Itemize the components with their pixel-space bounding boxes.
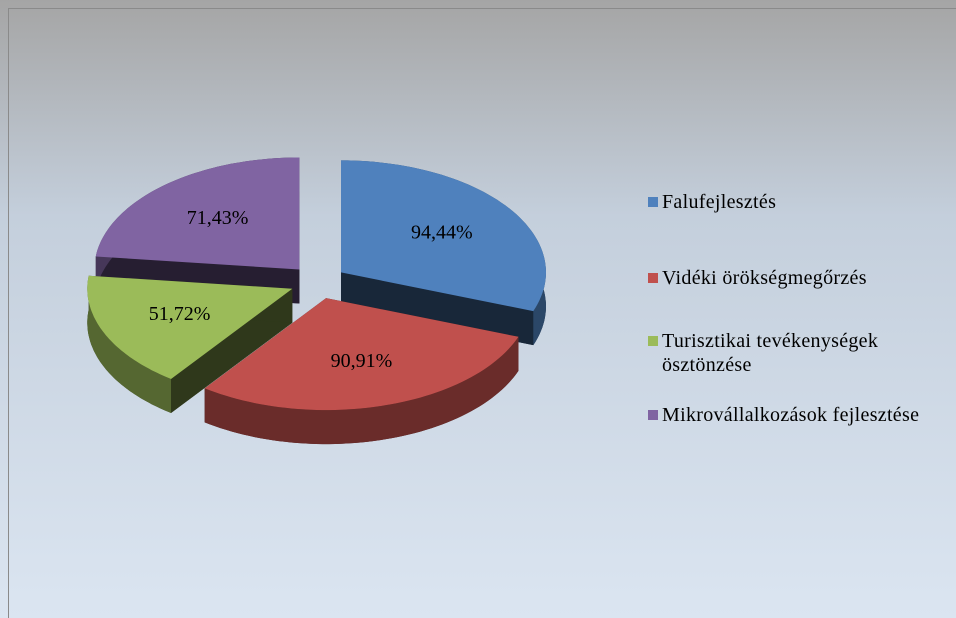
legend-swatch (648, 410, 658, 420)
data-label: 94,44% (411, 222, 473, 244)
slice (341, 160, 546, 312)
slice-radial-side (341, 272, 534, 346)
slice (87, 275, 293, 379)
legend-entry: Falufejlesztés (648, 190, 956, 214)
legend-swatch (648, 197, 658, 207)
legend-entry: Turisztikai tevékenységek ösztönzése (648, 329, 956, 377)
data-label: 90,91% (331, 350, 393, 372)
chart-frame (8, 8, 956, 618)
slice-outer-side (204, 336, 519, 445)
slice-outer-side (87, 275, 171, 413)
data-label: 71,43% (187, 207, 249, 229)
legend-swatch (648, 336, 658, 346)
slice (204, 298, 519, 411)
legend-entry: Vidéki örökségmegőrzés (648, 266, 956, 290)
legend-label: Mikrovállalkozások fejlesztése (662, 404, 920, 426)
data-label: 51,72% (149, 303, 211, 325)
legend-entry: Mikrovállalkozások fejlesztése (648, 403, 956, 427)
legend-swatch (648, 273, 658, 283)
slice (95, 157, 300, 270)
legend-label: Falufejlesztés (662, 191, 777, 213)
legend-label: Turisztikai tevékenységek ösztönzése (662, 330, 879, 376)
legend-label: Vidéki örökségmegőrzés (662, 267, 867, 289)
